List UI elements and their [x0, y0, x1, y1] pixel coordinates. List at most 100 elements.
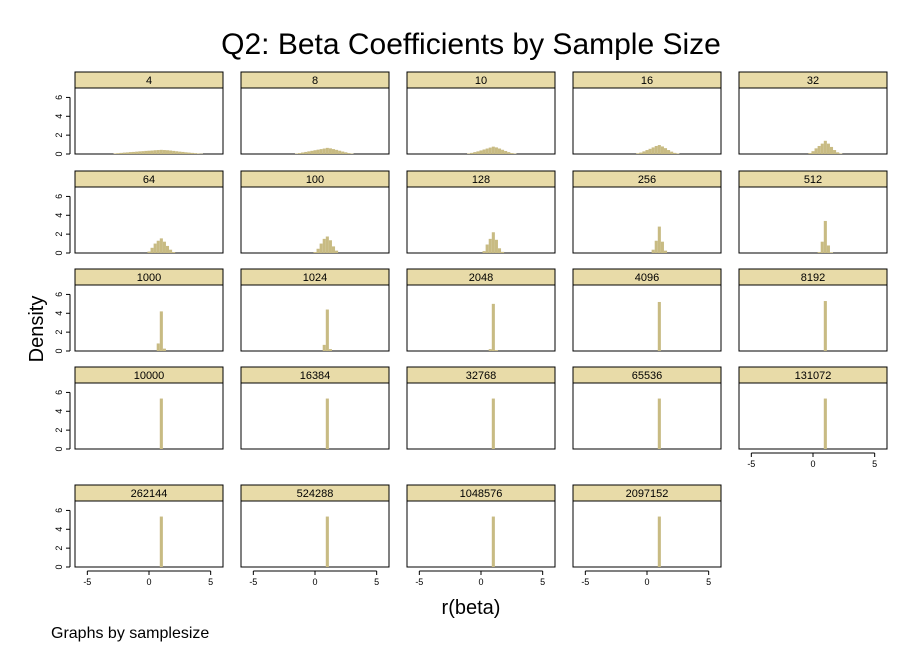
panel-plot-area — [406, 284, 556, 352]
histogram-bar — [178, 151, 182, 154]
y-tick-label: 0 — [54, 151, 64, 156]
histogram-bar — [331, 149, 336, 154]
panel-plot-area — [240, 284, 390, 352]
panel-strip-label: 2097152 — [626, 488, 669, 500]
panel-256: 256 — [572, 170, 722, 254]
histogram-bar — [507, 152, 511, 154]
histogram-bar — [319, 243, 323, 253]
panel-strip-label: 32 — [807, 75, 819, 87]
panel-1024: 1024 — [240, 268, 390, 352]
panel-2048: 2048 — [406, 268, 556, 352]
panel-plot-area — [240, 186, 390, 254]
x-tick-label: 5 — [208, 577, 213, 587]
histogram-bar — [150, 247, 154, 253]
histogram-bar — [811, 151, 815, 154]
panel-65536: 65536 — [572, 366, 722, 450]
panel-strip-label: 4096 — [635, 272, 659, 284]
panel-strip-label: 512 — [804, 174, 822, 186]
x-tick-label: -5 — [747, 459, 755, 469]
panel-plot-area — [74, 382, 224, 450]
y-tick-label: 2 — [54, 546, 64, 551]
x-tick-label: 5 — [540, 577, 545, 587]
histogram-bar — [470, 152, 474, 154]
histogram-bar — [325, 309, 329, 351]
histogram-bar — [338, 150, 342, 154]
histogram-bar — [328, 349, 332, 351]
histogram-bar — [491, 516, 495, 567]
histogram-bar — [169, 249, 173, 253]
panel-strip-label: 8192 — [801, 272, 825, 284]
histogram-bar — [328, 240, 332, 253]
histogram-bar — [651, 147, 655, 154]
histogram-bar — [839, 153, 843, 154]
histogram-bar — [823, 140, 827, 154]
histogram-bar — [159, 238, 163, 253]
histogram-bar — [313, 150, 317, 154]
panel-plot-area — [406, 186, 556, 254]
histogram-bar — [501, 251, 505, 253]
panel-10000: 10000 0 2 4 6 — [54, 366, 224, 452]
histogram-bar — [497, 248, 502, 253]
panel-strip-label: 8 — [312, 75, 318, 87]
panel-strip-label: 65536 — [632, 370, 663, 382]
panel-100: 100 — [240, 170, 390, 254]
histogram-bar — [184, 152, 188, 154]
histogram-bar — [657, 398, 661, 449]
histogram-bar — [814, 148, 818, 154]
panel-16384: 16384 — [240, 366, 390, 450]
histogram-bar — [122, 152, 126, 154]
panel-1000: 1000 0 2 4 6 — [54, 268, 224, 354]
y-tick-label: 0 — [54, 348, 64, 353]
panel-262144: 262144 0 2 4 6 -5 0 5 — [54, 484, 224, 587]
histogram-bar — [153, 243, 157, 253]
panel-plot-area — [406, 500, 556, 568]
x-tick-label: 5 — [872, 459, 877, 469]
histogram-bar — [473, 152, 477, 154]
histogram-bar — [181, 151, 185, 154]
histogram-bar — [319, 149, 323, 154]
panel-strip-label: 128 — [472, 174, 490, 186]
histogram-bar — [488, 238, 492, 253]
histogram-bar — [310, 150, 314, 154]
panel-plot-area — [572, 382, 722, 450]
histogram-bar — [820, 241, 824, 253]
panel-10: 10 — [406, 71, 556, 155]
panel-plot-area — [74, 186, 224, 254]
histogram-bar — [335, 149, 339, 154]
histogram-bar — [467, 153, 471, 154]
histogram-bar — [322, 238, 326, 253]
histogram-bar — [344, 152, 348, 154]
histogram-bar — [651, 249, 655, 253]
panel-plot-area — [406, 87, 556, 155]
panel-8192: 8192 — [738, 268, 888, 352]
histogram-bar — [190, 152, 194, 154]
panel-strip-label: 4 — [146, 75, 152, 87]
histogram-bar — [676, 153, 680, 154]
histogram-bar — [298, 153, 302, 154]
histogram-bar — [494, 350, 498, 351]
y-tick-label: 2 — [54, 428, 64, 433]
y-tick-label: 6 — [54, 292, 64, 297]
panel-strip-label: 256 — [638, 174, 656, 186]
histogram-bar — [322, 148, 326, 154]
histogram-bar — [341, 151, 345, 154]
histogram-bar — [193, 153, 197, 154]
y-tick-label: 6 — [54, 194, 64, 199]
histogram-bar — [335, 250, 339, 253]
x-tick-label: 0 — [644, 577, 649, 587]
histogram-bar — [153, 150, 157, 154]
graphs-by-note: Graphs by samplesize — [51, 625, 209, 642]
panel-4: 4 0 2 4 6 — [54, 71, 224, 157]
histogram-bar — [331, 246, 336, 253]
chart-title: Q2: Beta Coefficients by Sample Size — [221, 28, 721, 61]
histogram-bar — [488, 147, 492, 154]
panel-strip-label: 262144 — [131, 488, 168, 500]
histogram-bar — [162, 241, 166, 253]
histogram-bar — [826, 245, 830, 253]
panel-strip-label: 16384 — [300, 370, 331, 382]
histogram-bar — [491, 232, 495, 253]
x-tick-label: -5 — [249, 577, 257, 587]
panel-strip-label: 1024 — [303, 272, 327, 284]
histogram-bar — [488, 349, 492, 351]
histogram-bar — [138, 151, 142, 154]
